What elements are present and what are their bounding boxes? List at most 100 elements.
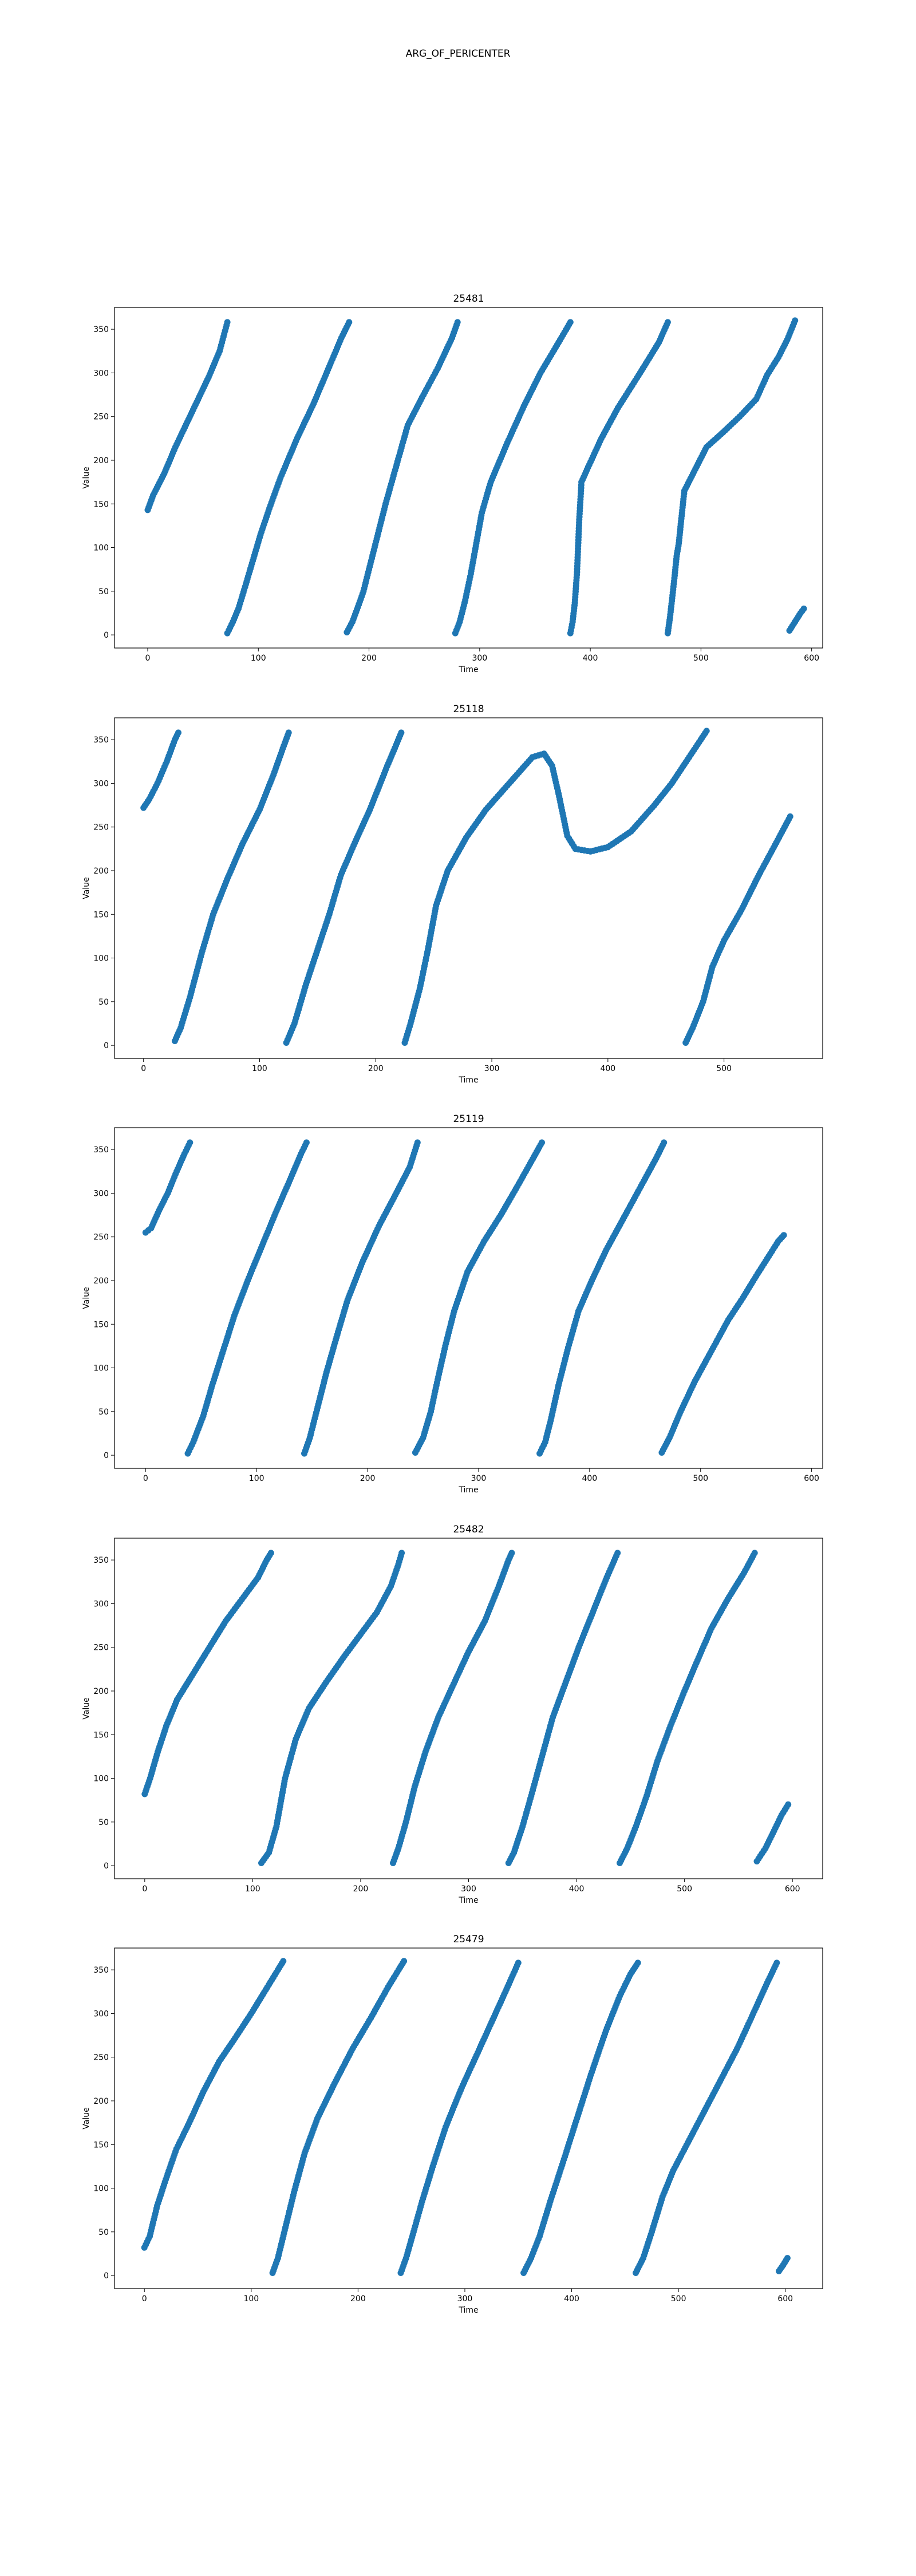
y-tick-label: 100 bbox=[93, 1775, 109, 1784]
subplot-25118: 25118 0 100 200 300 400 500 0 50 100 150 200 250 300 3… bbox=[82, 704, 823, 1085]
data-point bbox=[780, 1232, 787, 1239]
y-tick-label: 150 bbox=[93, 2140, 109, 2150]
y-tick-label: 50 bbox=[98, 1408, 109, 1417]
subplot-title: 25479 bbox=[453, 1934, 484, 1945]
x-tick-label: 0 bbox=[143, 1474, 148, 1483]
subplot-25482: 25482 0 100 200 300 400 500 600 0 50 100 150 200 250 3… bbox=[82, 1524, 823, 1905]
y-tick-label: 250 bbox=[93, 413, 109, 422]
x-tick-label: 400 bbox=[600, 1064, 615, 1073]
x-tick-label: 200 bbox=[350, 2294, 366, 2304]
y-axis-label: Value bbox=[82, 2107, 91, 2129]
x-tick-label: 0 bbox=[142, 1884, 147, 1894]
y-tick-label: 100 bbox=[93, 954, 109, 963]
subplot-title: 25119 bbox=[453, 1113, 484, 1125]
data-point bbox=[508, 1550, 515, 1556]
x-tick-label: 200 bbox=[361, 654, 377, 663]
axes-frame bbox=[114, 1947, 823, 2289]
y-tick-label: 200 bbox=[93, 1687, 109, 1696]
y-tick-label: 250 bbox=[93, 1643, 109, 1653]
data-point bbox=[224, 319, 231, 326]
x-tick-label: 600 bbox=[804, 654, 819, 663]
data-point bbox=[661, 1139, 668, 1146]
x-tick-label: 500 bbox=[677, 1884, 692, 1894]
data-point bbox=[751, 1550, 758, 1556]
x-axis-label: Time bbox=[458, 665, 478, 674]
y-axis-label: Value bbox=[82, 877, 91, 899]
data-point bbox=[539, 1139, 545, 1146]
series-points bbox=[140, 728, 793, 1046]
axes-frame bbox=[114, 1538, 823, 1879]
x-tick-label: 100 bbox=[243, 2294, 259, 2304]
y-axis-label: Value bbox=[82, 1697, 91, 1719]
x-tick-label: 500 bbox=[693, 1474, 708, 1483]
data-point bbox=[285, 729, 292, 736]
data-point bbox=[346, 319, 353, 326]
y-tick-label: 300 bbox=[93, 1599, 109, 1609]
subplot-title: 25482 bbox=[453, 1524, 484, 1535]
y-tick-label: 150 bbox=[93, 1730, 109, 1740]
data-point bbox=[785, 1801, 792, 1808]
subplot-title: 25118 bbox=[453, 704, 484, 715]
data-point bbox=[175, 729, 181, 736]
y-tick-label: 350 bbox=[93, 1556, 109, 1565]
x-tick-label: 0 bbox=[145, 654, 151, 663]
y-tick-label: 100 bbox=[93, 2184, 109, 2194]
data-point bbox=[398, 1550, 405, 1556]
data-point bbox=[515, 1959, 522, 1966]
y-tick-label: 0 bbox=[104, 2271, 109, 2281]
x-tick-label: 300 bbox=[461, 1884, 476, 1894]
axes-frame bbox=[114, 717, 823, 1059]
x-tick-label: 0 bbox=[141, 1064, 146, 1073]
subplot-25119: 25119 0 100 200 300 400 500 600 0 50 100 150 200 250 3… bbox=[82, 1113, 823, 1495]
data-point bbox=[703, 728, 710, 734]
x-tick-label: 400 bbox=[564, 2294, 579, 2304]
y-tick-label: 100 bbox=[93, 544, 109, 553]
x-tick-label: 200 bbox=[360, 1474, 376, 1483]
x-tick-label: 300 bbox=[472, 654, 487, 663]
data-point bbox=[187, 1139, 194, 1146]
y-tick-label: 50 bbox=[98, 998, 109, 1007]
x-tick-label: 400 bbox=[569, 1884, 585, 1894]
y-tick-label: 200 bbox=[93, 456, 109, 465]
data-point bbox=[634, 1959, 641, 1966]
y-tick-label: 200 bbox=[93, 1277, 109, 1286]
x-tick-label: 500 bbox=[671, 2294, 686, 2304]
data-point bbox=[280, 1958, 287, 1965]
x-axis-label: Time bbox=[458, 1076, 478, 1085]
data-point bbox=[792, 317, 799, 324]
x-tick-label: 500 bbox=[716, 1064, 732, 1073]
y-tick-label: 50 bbox=[98, 1818, 109, 1827]
y-tick-label: 250 bbox=[93, 823, 109, 832]
x-tick-label: 600 bbox=[785, 1884, 800, 1894]
data-point bbox=[567, 319, 574, 326]
x-axis-label: Time bbox=[458, 2306, 478, 2315]
x-tick-label: 500 bbox=[693, 654, 709, 663]
x-tick-label: 100 bbox=[245, 1884, 260, 1894]
x-tick-label: 300 bbox=[471, 1474, 487, 1483]
x-tick-label: 200 bbox=[353, 1884, 369, 1894]
series-points bbox=[142, 1139, 787, 1457]
y-tick-label: 300 bbox=[93, 2009, 109, 2018]
y-tick-label: 150 bbox=[93, 910, 109, 919]
x-axis-label: Time bbox=[458, 1896, 478, 1905]
data-point bbox=[401, 1958, 408, 1965]
y-tick-label: 350 bbox=[93, 1966, 109, 1975]
y-tick-label: 100 bbox=[93, 1364, 109, 1373]
y-tick-label: 150 bbox=[93, 500, 109, 509]
y-tick-label: 0 bbox=[104, 1862, 109, 1871]
x-tick-label: 100 bbox=[251, 654, 266, 663]
x-tick-label: 300 bbox=[484, 1064, 500, 1073]
y-axis-label: Value bbox=[82, 1287, 91, 1309]
x-tick-label: 100 bbox=[249, 1474, 264, 1483]
y-tick-label: 250 bbox=[93, 1233, 109, 1242]
series-points bbox=[141, 1958, 791, 2276]
y-tick-label: 0 bbox=[104, 1041, 109, 1050]
y-tick-label: 0 bbox=[104, 1451, 109, 1460]
data-point bbox=[664, 319, 671, 326]
data-point bbox=[414, 1139, 421, 1146]
data-point bbox=[454, 319, 461, 326]
y-tick-label: 50 bbox=[98, 2228, 109, 2237]
y-tick-label: 300 bbox=[93, 779, 109, 788]
